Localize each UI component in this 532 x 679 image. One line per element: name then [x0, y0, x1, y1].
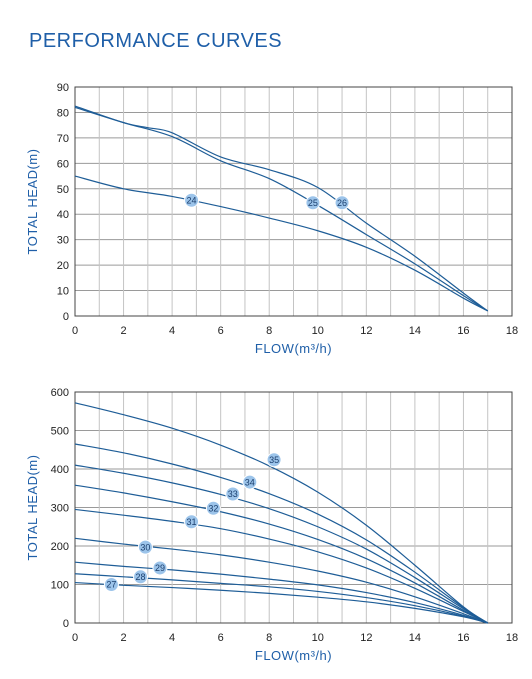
series-line-34	[74, 443, 489, 624]
x-tick-label-10: 10	[312, 632, 324, 644]
series-line-29	[74, 561, 488, 624]
series-label-33: 33	[228, 489, 238, 499]
y-tick-label-30: 30	[57, 235, 69, 247]
plot-frame	[74, 391, 513, 624]
plot-frame	[74, 86, 513, 317]
series-line-26	[74, 105, 489, 312]
series-marker-24	[184, 192, 200, 208]
series-marker-30	[137, 539, 153, 555]
y-tick-label-200: 200	[51, 541, 69, 553]
x-tick-label-4: 4	[169, 325, 175, 337]
series-label-32: 32	[208, 503, 218, 513]
series-marker-35	[266, 452, 282, 468]
y-tick-label-60: 60	[57, 158, 69, 170]
y-tick-label-600: 600	[51, 387, 69, 399]
x-tick-label-14: 14	[409, 325, 421, 337]
series-line-32	[74, 484, 488, 624]
x-tick-label-18: 18	[506, 632, 518, 644]
series-line-35	[74, 402, 489, 624]
y-tick-label-300: 300	[51, 503, 69, 515]
x-axis-label: FLOW(m³/h)	[255, 341, 332, 356]
y-tick-label-90: 90	[57, 82, 69, 94]
series-line-25	[74, 106, 489, 312]
series-marker-31	[184, 514, 200, 530]
y-tick-label-80: 80	[57, 107, 69, 119]
y-tick-label-0: 0	[63, 618, 69, 630]
series-label-34: 34	[245, 477, 255, 487]
y-tick-label-40: 40	[57, 209, 69, 221]
x-tick-label-8: 8	[266, 632, 272, 644]
series-line-31	[74, 508, 488, 624]
series-label-27: 27	[106, 580, 116, 590]
series-label-30: 30	[140, 542, 150, 552]
y-tick-label-100: 100	[51, 580, 69, 592]
x-tick-label-2: 2	[120, 325, 126, 337]
y-tick-label-0: 0	[63, 311, 69, 323]
x-tick-label-8: 8	[266, 325, 272, 337]
series-line-27	[74, 581, 488, 624]
x-tick-label-18: 18	[506, 325, 518, 337]
y-tick-label-50: 50	[57, 184, 69, 196]
y-tick-label-500: 500	[51, 426, 69, 438]
y-tick-label-20: 20	[57, 260, 69, 272]
series-marker-26	[334, 195, 350, 211]
x-tick-label-4: 4	[169, 632, 175, 644]
y-tick-label-10: 10	[57, 286, 69, 298]
x-tick-label-0: 0	[72, 325, 78, 337]
series-label-29: 29	[155, 563, 165, 573]
y-axis-label: TOTAL HEAD(m)	[25, 455, 40, 561]
series-marker-25	[305, 195, 321, 211]
series-label-31: 31	[187, 517, 197, 527]
series-marker-33	[225, 486, 241, 502]
x-tick-label-16: 16	[457, 632, 469, 644]
series-marker-28	[133, 569, 149, 585]
series-line-24	[74, 175, 488, 312]
x-tick-label-16: 16	[457, 325, 469, 337]
y-tick-label-70: 70	[57, 133, 69, 145]
series-marker-34	[242, 474, 258, 490]
y-tick-label-400: 400	[51, 464, 69, 476]
series-label-24: 24	[187, 195, 197, 205]
series-label-25: 25	[308, 198, 318, 208]
x-tick-label-0: 0	[72, 632, 78, 644]
series-label-35: 35	[269, 455, 279, 465]
x-tick-label-12: 12	[360, 632, 372, 644]
x-tick-label-2: 2	[120, 632, 126, 644]
y-axis-label: TOTAL HEAD(m)	[25, 149, 40, 255]
series-marker-29	[152, 560, 168, 576]
series-label-26: 26	[337, 198, 347, 208]
x-tick-label-10: 10	[312, 325, 324, 337]
x-tick-label-6: 6	[218, 632, 224, 644]
series-marker-32	[205, 500, 221, 516]
x-tick-label-14: 14	[409, 632, 421, 644]
x-axis-label: FLOW(m³/h)	[255, 648, 332, 663]
series-label-28: 28	[136, 572, 146, 582]
x-tick-label-6: 6	[218, 325, 224, 337]
chart-2: 0 100 200 300 400 500 600 0 2 4 6 8 10 12 14 16 18 FLOW(m…	[25, 387, 518, 663]
page-title: PERFORMANCE CURVES	[29, 30, 283, 52]
x-tick-label-12: 12	[360, 325, 372, 337]
series-line-33	[74, 464, 489, 624]
series-marker-27	[103, 577, 119, 592]
